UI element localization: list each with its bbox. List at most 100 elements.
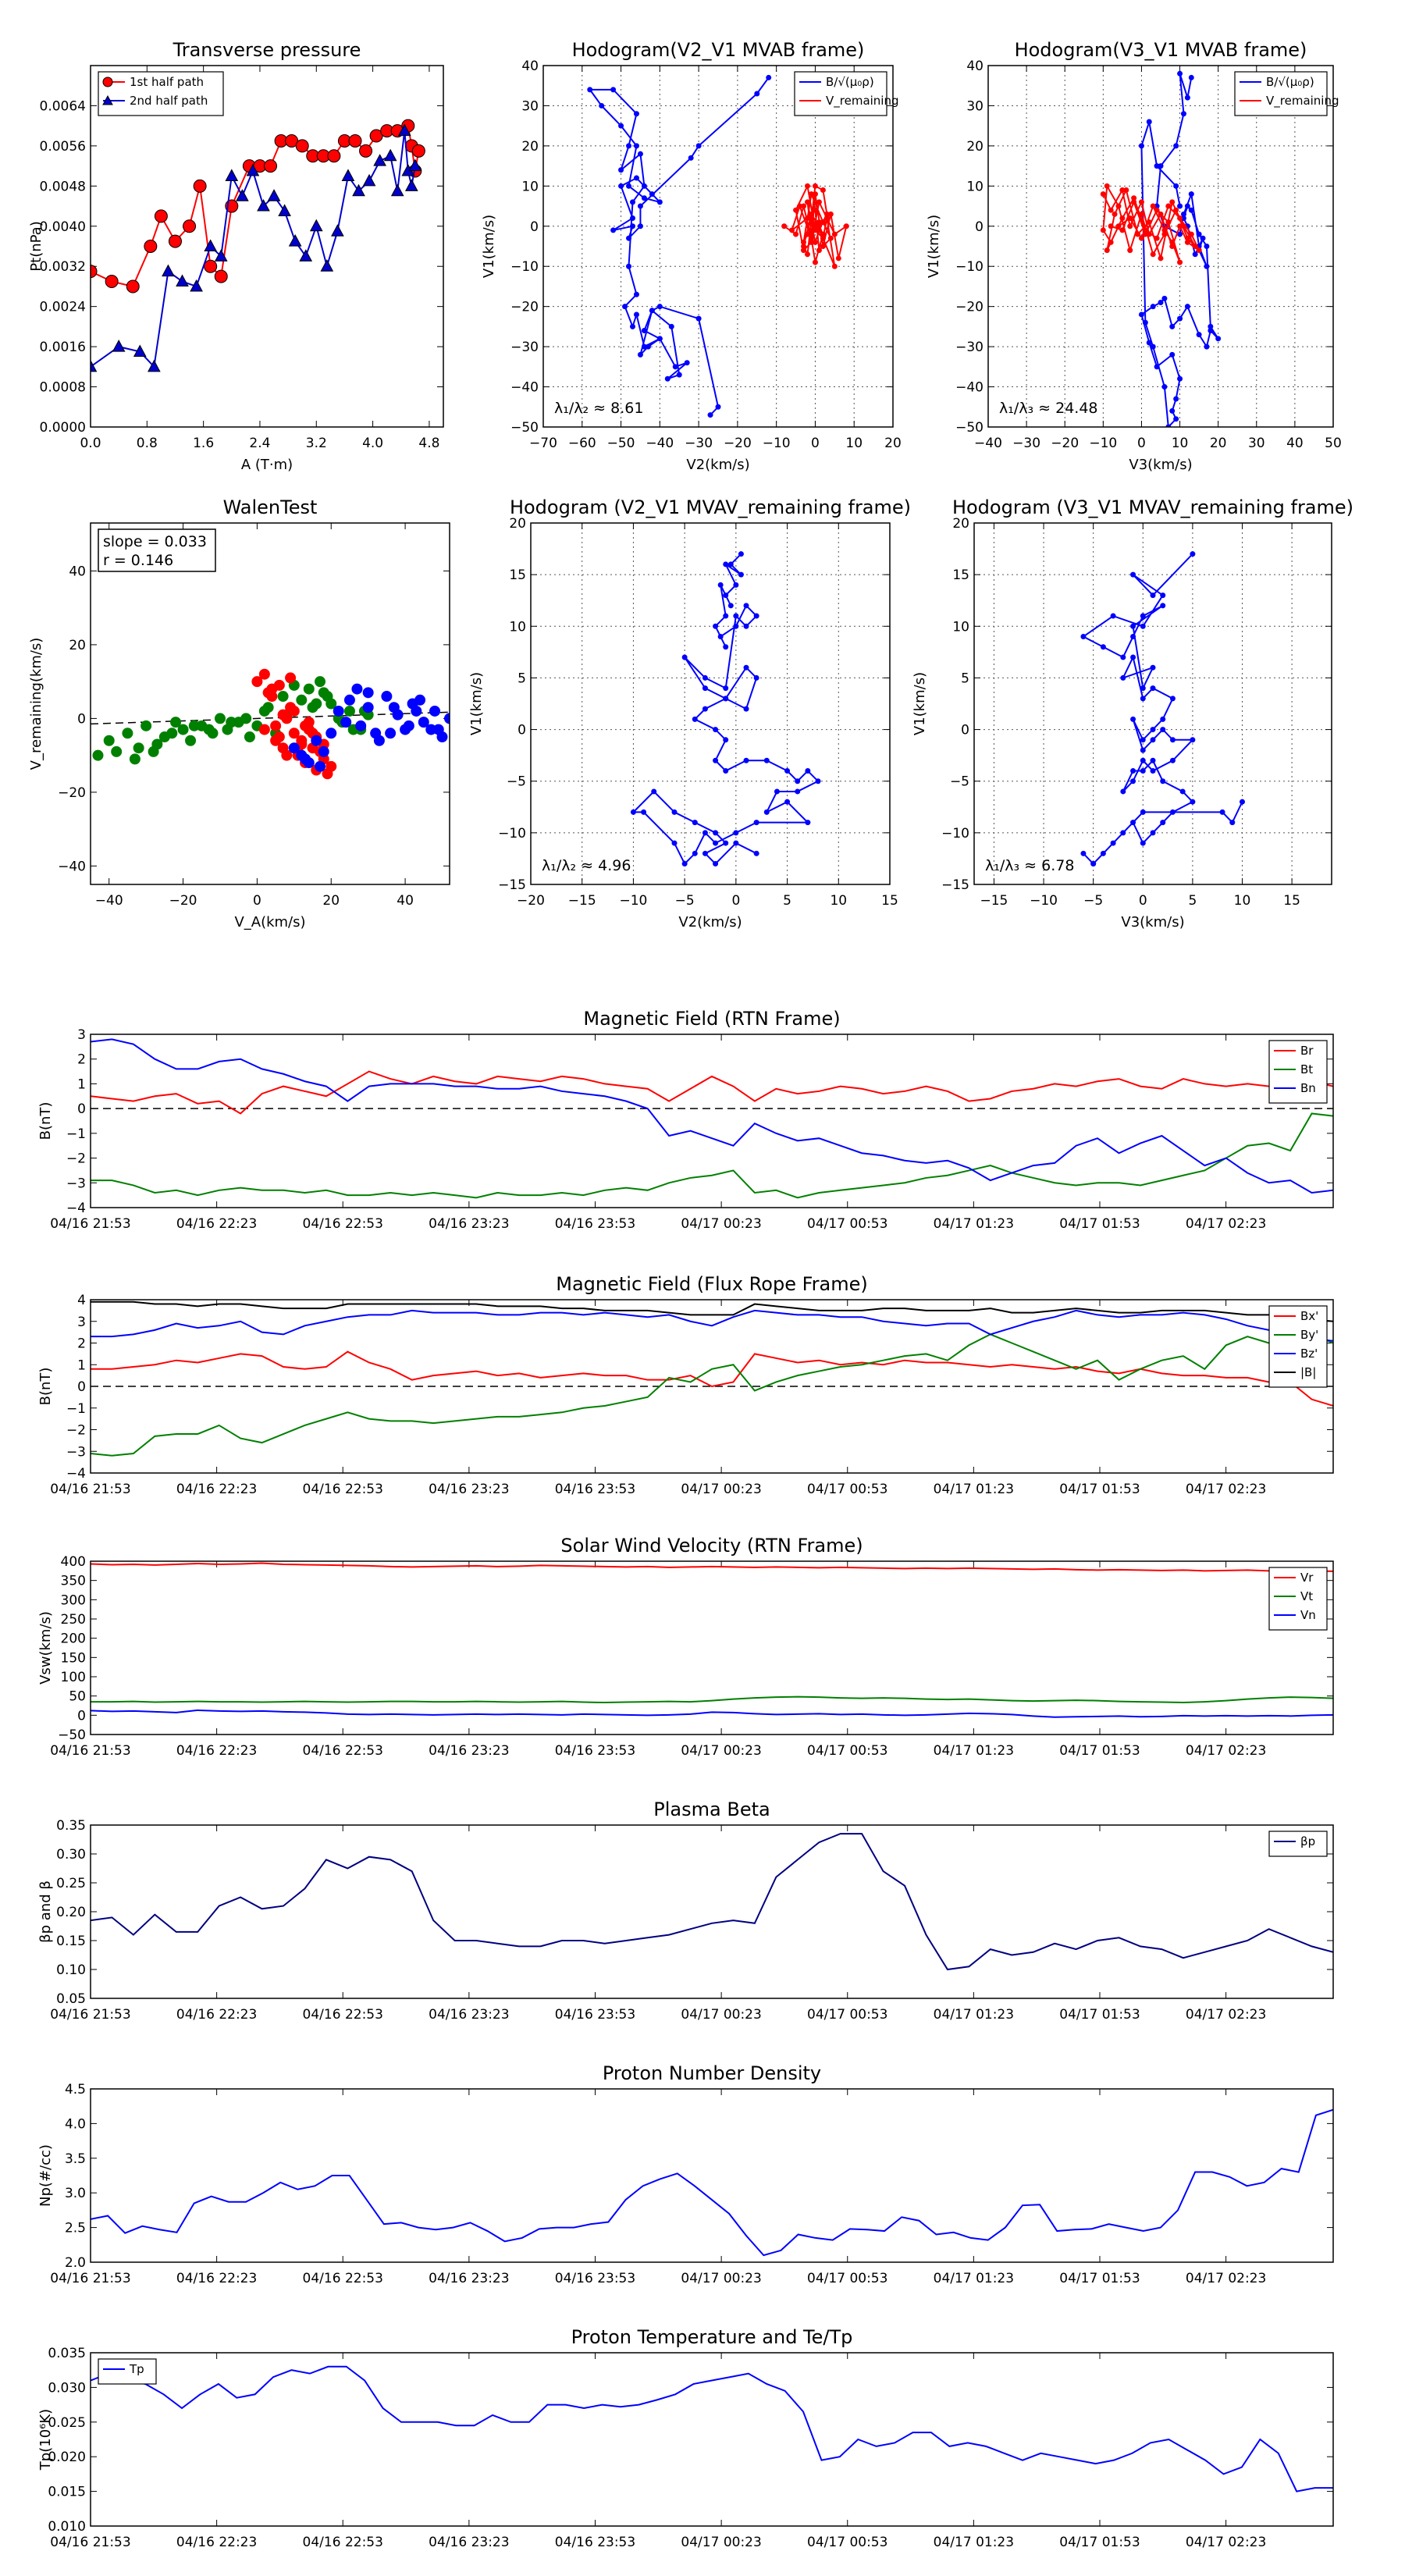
- y-tick-label: 20: [952, 516, 969, 532]
- scatter-point: [277, 709, 289, 720]
- data-point: [1119, 227, 1126, 233]
- x-tick-label: 04/17 02:23: [1186, 2007, 1266, 2023]
- data-point: [823, 215, 830, 221]
- x-tick-label: 04/17 01:23: [934, 1216, 1014, 1232]
- data-point: [1120, 830, 1126, 836]
- data-point: [1138, 235, 1144, 241]
- data-point: [733, 613, 739, 619]
- data-point: [1208, 328, 1214, 334]
- y-tick-label: −10: [941, 826, 969, 841]
- legend-box: [1268, 1831, 1328, 1857]
- y-tick-label: −3: [66, 1176, 86, 1191]
- x-tick-label: −40: [646, 436, 674, 451]
- scatter-point: [362, 687, 374, 699]
- data-point: [1150, 203, 1156, 209]
- y-tick-label: −50: [955, 420, 984, 436]
- fit-line: [90, 711, 450, 725]
- data-point: [1204, 244, 1210, 249]
- data-point: [1154, 235, 1160, 241]
- y-axis-label: V1(km/s): [481, 215, 497, 278]
- data-point: [738, 571, 744, 578]
- data-point: [1177, 315, 1183, 322]
- data-point: [1150, 343, 1156, 350]
- data-point: [692, 716, 698, 722]
- data-point: [727, 603, 734, 609]
- data-point: [148, 359, 161, 372]
- data-point: [341, 169, 355, 181]
- x-tick-label: −10: [1089, 436, 1117, 451]
- annotation-text: λ₁/λ₃ ≈ 6.78: [985, 857, 1074, 874]
- x-tick-label: 04/17 02:23: [1186, 1743, 1266, 1759]
- plot-frame: [973, 522, 1332, 885]
- data-point: [641, 183, 647, 189]
- data-point: [359, 144, 373, 158]
- y-tick-label: −3: [66, 1444, 86, 1460]
- data-point: [190, 279, 203, 292]
- y-tick-label: 15: [509, 568, 526, 583]
- data-point: [629, 215, 635, 221]
- y-tick-label: 150: [61, 1650, 86, 1666]
- x-tick-label: 3.2: [306, 436, 327, 451]
- x-tick-label: 04/16 22:53: [303, 1743, 383, 1759]
- x-tick-label: 20: [1210, 436, 1227, 451]
- y-axis-label: Tp(10⁶K): [37, 2409, 54, 2471]
- data-layer: [1080, 551, 1245, 867]
- data-point: [320, 259, 334, 272]
- scatter-point: [296, 694, 308, 706]
- data-layer: [91, 1038, 1333, 1199]
- data-point: [812, 191, 818, 197]
- x-tick-label: 04/17 01:53: [1059, 1743, 1140, 1759]
- data-point: [713, 830, 719, 836]
- scatter-point: [140, 720, 152, 731]
- y-tick-label: 0.0008: [40, 380, 86, 396]
- data-point: [656, 336, 663, 342]
- scatter-point: [414, 694, 426, 706]
- y-tick-label: −15: [941, 877, 969, 893]
- data-point: [805, 767, 811, 774]
- y-tick-label: 3: [77, 1315, 86, 1330]
- data-point: [1146, 219, 1152, 226]
- x-tick-label: 10: [845, 436, 863, 451]
- x-tick-label: 04/16 21:53: [50, 1743, 130, 1759]
- data-point: [1161, 384, 1168, 390]
- scatter-point: [300, 753, 311, 765]
- data-point: [1169, 244, 1176, 249]
- data-point: [633, 143, 639, 149]
- data-point: [801, 244, 807, 249]
- data-point: [1100, 227, 1106, 233]
- x-tick-label: 40: [397, 893, 414, 909]
- legend-marker: [102, 94, 113, 105]
- data-point: [743, 664, 749, 671]
- data-point: [1173, 143, 1179, 149]
- data-point: [823, 211, 830, 217]
- y-tick-label: 0.05: [56, 1991, 86, 2007]
- data-point: [641, 328, 647, 334]
- y-tick-label: 20: [509, 516, 526, 532]
- scatter-point: [122, 728, 133, 739]
- scatter-point: [315, 676, 326, 688]
- scatter-point: [351, 683, 363, 695]
- data-point: [1160, 603, 1166, 609]
- legend-label: Bn: [1300, 1081, 1316, 1095]
- data-point: [812, 183, 818, 189]
- data-point: [1104, 247, 1110, 254]
- y-tick-label: 0.25: [56, 1876, 86, 1891]
- data-point: [1131, 195, 1137, 201]
- data-point: [1188, 74, 1194, 80]
- data-point: [1169, 407, 1176, 414]
- data-point: [692, 850, 698, 856]
- data-point: [812, 227, 818, 233]
- x-tick-label: 04/16 23:23: [429, 1482, 509, 1497]
- data-point: [754, 91, 760, 97]
- data-point: [1165, 424, 1172, 427]
- data-point: [815, 778, 821, 785]
- y-tick-label: −30: [510, 340, 539, 355]
- y-tick-label: −40: [58, 859, 86, 874]
- x-axis-label: A (T·m): [241, 457, 293, 473]
- data-point: [1177, 203, 1183, 209]
- y-tick-label: −10: [510, 259, 539, 275]
- scatter-point: [288, 742, 300, 754]
- data-point: [369, 129, 383, 143]
- data-point: [681, 861, 688, 867]
- data-point: [801, 247, 807, 254]
